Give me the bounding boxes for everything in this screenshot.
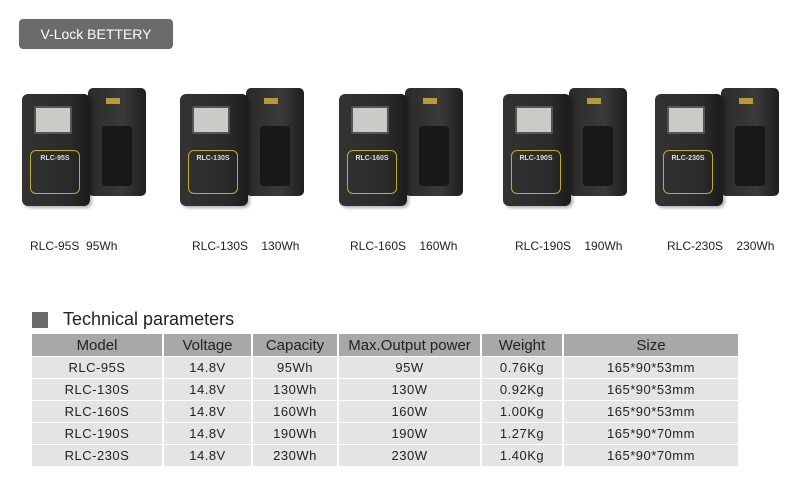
- table-cell: 160W: [339, 401, 480, 422]
- table-cell: 130Wh: [253, 379, 337, 400]
- brand-logo: [106, 98, 120, 104]
- battery-front: RLC-190S: [503, 94, 571, 206]
- brand-logo: [739, 98, 753, 104]
- product-caption: RLC-130S 130Wh: [192, 239, 299, 253]
- table-cell: 190Wh: [253, 423, 337, 444]
- table-cell: 230Wh: [253, 445, 337, 466]
- table-cell: RLC-230S: [32, 445, 162, 466]
- battery-image: RLC-230S: [655, 86, 781, 208]
- table-row: RLC-130S 14.8V 130Wh 130W 0.92Kg 165*90*53mm: [32, 379, 738, 400]
- battery-image: RLC-95S: [22, 86, 148, 208]
- column-header: Capacity: [253, 334, 337, 356]
- table-cell: 230W: [339, 445, 480, 466]
- column-header: Max.Output power: [339, 334, 480, 356]
- table-row: RLC-160S 14.8V 160Wh 160W 1.00Kg 165*90*53mm: [32, 401, 738, 422]
- brand-logo: [587, 98, 601, 104]
- table-cell: 165*90*70mm: [564, 445, 738, 466]
- caption-capacity: 190Wh: [584, 239, 623, 253]
- vlock-plate: [419, 126, 449, 186]
- table-row: RLC-190S 14.8V 190Wh 190W 1.27Kg 165*90*70mm: [32, 423, 738, 444]
- battery-front: RLC-230S: [655, 94, 723, 206]
- spec-table: Model Voltage Capacity Max.Output power Weig…: [30, 333, 740, 467]
- caption-model: RLC-95S: [30, 239, 80, 253]
- vlock-plate: [260, 126, 290, 186]
- vlock-plate: [583, 126, 613, 186]
- lcd-screen: [515, 106, 553, 134]
- battery-back: [721, 88, 779, 196]
- vlock-plate: [735, 126, 765, 186]
- product-caption: RLC-95S 95Wh: [30, 239, 117, 253]
- table-cell: 165*90*53mm: [564, 357, 738, 378]
- battery-back: [405, 88, 463, 196]
- table-cell: 165*90*53mm: [564, 401, 738, 422]
- table-cell: RLC-95S: [32, 357, 162, 378]
- table-cell: 190W: [339, 423, 480, 444]
- battery-back: [246, 88, 304, 196]
- caption-model: RLC-190S: [515, 239, 572, 253]
- column-header: Weight: [482, 334, 562, 356]
- lcd-screen: [192, 106, 230, 134]
- battery-front: RLC-160S: [339, 94, 407, 206]
- table-row: RLC-95S 14.8V 95Wh 95W 0.76Kg 165*90*53mm: [32, 357, 738, 378]
- table-cell: 165*90*70mm: [564, 423, 738, 444]
- lcd-screen: [667, 106, 705, 134]
- caption-model: RLC-160S: [350, 239, 407, 253]
- battery-label: RLC-160S: [347, 150, 397, 194]
- table-cell: 0.92Kg: [482, 379, 562, 400]
- product-caption: RLC-230S 230Wh: [667, 239, 774, 253]
- caption-capacity: 130Wh: [261, 239, 300, 253]
- table-cell: 95Wh: [253, 357, 337, 378]
- battery-label: RLC-130S: [188, 150, 238, 194]
- table-cell: RLC-160S: [32, 401, 162, 422]
- table-cell: 160Wh: [253, 401, 337, 422]
- battery-back: [88, 88, 146, 196]
- column-header: Voltage: [164, 334, 251, 356]
- caption-capacity: 160Wh: [419, 239, 458, 253]
- caption-model: RLC-130S: [192, 239, 249, 253]
- table-row: RLC-230S 14.8V 230Wh 230W 1.40Kg 165*90*70mm: [32, 445, 738, 466]
- product-caption: RLC-190S 190Wh: [515, 239, 622, 253]
- table-cell: 14.8V: [164, 357, 251, 378]
- column-header: Size: [564, 334, 738, 356]
- battery-front: RLC-130S: [180, 94, 248, 206]
- table-cell: RLC-130S: [32, 379, 162, 400]
- table-cell: 14.8V: [164, 423, 251, 444]
- table-cell: 165*90*53mm: [564, 379, 738, 400]
- banner-title: V-Lock BETTERY: [19, 19, 173, 49]
- table-cell: 130W: [339, 379, 480, 400]
- caption-model: RLC-230S: [667, 239, 724, 253]
- table-cell: 1.27Kg: [482, 423, 562, 444]
- section-title: Technical parameters: [63, 309, 235, 329]
- lcd-screen: [351, 106, 389, 134]
- brand-logo: [264, 98, 278, 104]
- column-header: Model: [32, 334, 162, 356]
- brand-logo: [423, 98, 437, 104]
- product-caption: RLC-160S 160Wh: [350, 239, 457, 253]
- table-cell: 0.76Kg: [482, 357, 562, 378]
- battery-label: RLC-190S: [511, 150, 561, 194]
- battery-back: [569, 88, 627, 196]
- battery-image: RLC-130S: [180, 86, 306, 208]
- battery-front: RLC-95S: [22, 94, 90, 206]
- table-cell: RLC-190S: [32, 423, 162, 444]
- caption-capacity: 230Wh: [736, 239, 775, 253]
- table-cell: 14.8V: [164, 401, 251, 422]
- table-cell: 1.40Kg: [482, 445, 562, 466]
- table-cell: 14.8V: [164, 379, 251, 400]
- table-cell: 1.00Kg: [482, 401, 562, 422]
- battery-image: RLC-160S: [339, 86, 465, 208]
- battery-label: RLC-95S: [30, 150, 80, 194]
- battery-image: RLC-190S: [503, 86, 629, 208]
- table-cell: 14.8V: [164, 445, 251, 466]
- vlock-plate: [102, 126, 132, 186]
- section-square-icon: [32, 311, 48, 328]
- lcd-screen: [34, 106, 72, 134]
- section-header: Technical parameters: [32, 309, 234, 330]
- caption-capacity: 95Wh: [86, 239, 118, 253]
- table-cell: 95W: [339, 357, 480, 378]
- battery-label: RLC-230S: [663, 150, 713, 194]
